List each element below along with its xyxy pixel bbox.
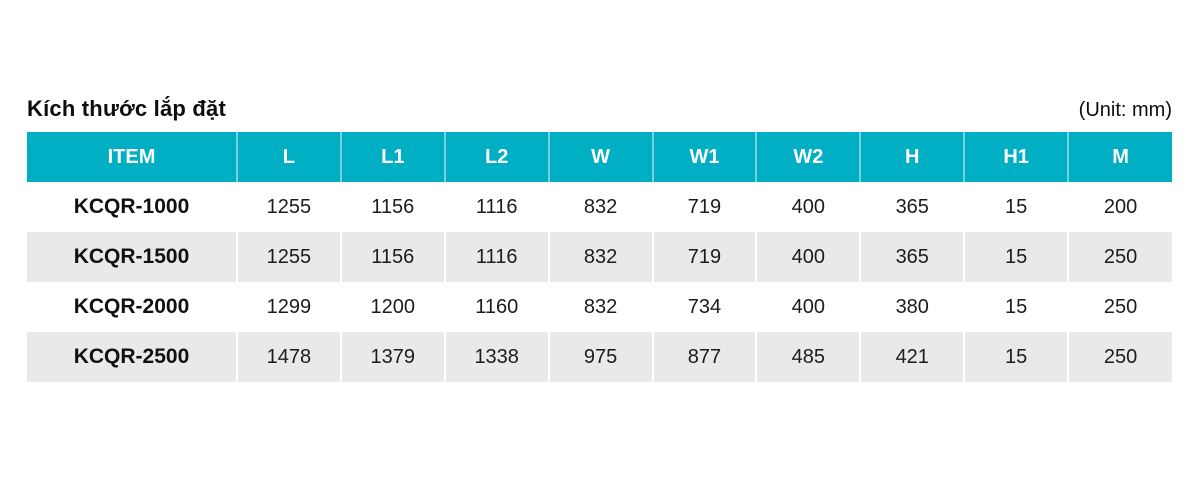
value-cell: 250 <box>1067 332 1172 382</box>
page-title: Kích thước lắp đặt <box>27 96 226 121</box>
value-cell: 250 <box>1067 232 1172 282</box>
table-row: KCQR-2500 1478 1379 1338 975 877 485 421… <box>27 332 1172 382</box>
value-cell: 1478 <box>235 332 341 382</box>
value-cell: 1255 <box>235 182 341 232</box>
value-cell: 877 <box>651 332 757 382</box>
item-cell: KCQR-2000 <box>27 282 237 332</box>
value-cell: 1379 <box>339 332 445 382</box>
header-cell-item: ITEM <box>27 132 237 182</box>
title-row: Kích thước lắp đặt (Unit: mm) <box>27 96 1172 122</box>
value-cell: 365 <box>859 182 965 232</box>
item-cell: KCQR-1500 <box>27 232 237 282</box>
value-cell: 975 <box>547 332 653 382</box>
value-cell: 485 <box>755 332 861 382</box>
value-cell: 400 <box>755 232 861 282</box>
table-row: KCQR-1000 1255 1156 1116 832 719 400 365… <box>27 182 1172 232</box>
unit-label: (Unit: mm) <box>1078 99 1172 121</box>
value-cell: 421 <box>859 332 965 382</box>
value-cell: 1116 <box>443 182 549 232</box>
header-cell-h1: H1 <box>963 132 1069 182</box>
value-cell: 1255 <box>235 232 341 282</box>
value-cell: 1156 <box>339 182 445 232</box>
value-cell: 832 <box>547 182 653 232</box>
header-cell-m: M <box>1067 132 1172 182</box>
header-cell-w: W <box>547 132 653 182</box>
value-cell: 15 <box>963 282 1069 332</box>
value-cell: 1156 <box>339 232 445 282</box>
value-cell: 719 <box>651 182 757 232</box>
header-cell-l2: L2 <box>443 132 549 182</box>
value-cell: 734 <box>651 282 757 332</box>
value-cell: 1116 <box>443 232 549 282</box>
table-row: KCQR-1500 1255 1156 1116 832 719 400 365… <box>27 232 1172 282</box>
value-cell: 400 <box>755 182 861 232</box>
value-cell: 400 <box>755 282 861 332</box>
header-cell-w2: W2 <box>755 132 861 182</box>
value-cell: 832 <box>547 282 653 332</box>
header-cell-h: H <box>859 132 965 182</box>
header-cell-l1: L1 <box>339 132 445 182</box>
value-cell: 365 <box>859 232 965 282</box>
item-cell: KCQR-1000 <box>27 182 237 232</box>
value-cell: 832 <box>547 232 653 282</box>
value-cell: 200 <box>1067 182 1172 232</box>
table-header: ITEM L L1 L2 W W1 W2 H H1 M <box>27 132 1172 182</box>
value-cell: 1338 <box>443 332 549 382</box>
item-cell: KCQR-2500 <box>27 332 237 382</box>
table-body: KCQR-1000 1255 1156 1116 832 719 400 365… <box>27 182 1172 382</box>
header-cell-w1: W1 <box>651 132 757 182</box>
value-cell: 380 <box>859 282 965 332</box>
value-cell: 250 <box>1067 282 1172 332</box>
value-cell: 1160 <box>443 282 549 332</box>
value-cell: 1200 <box>339 282 445 332</box>
header-row: ITEM L L1 L2 W W1 W2 H H1 M <box>27 132 1172 182</box>
value-cell: 15 <box>963 182 1069 232</box>
header-cell-l: L <box>235 132 341 182</box>
value-cell: 15 <box>963 332 1069 382</box>
value-cell: 15 <box>963 232 1069 282</box>
dimensions-table: ITEM L L1 L2 W W1 W2 H H1 M KCQR-1000 12… <box>27 132 1172 382</box>
table-row: KCQR-2000 1299 1200 1160 832 734 400 380… <box>27 282 1172 332</box>
value-cell: 719 <box>651 232 757 282</box>
value-cell: 1299 <box>235 282 341 332</box>
